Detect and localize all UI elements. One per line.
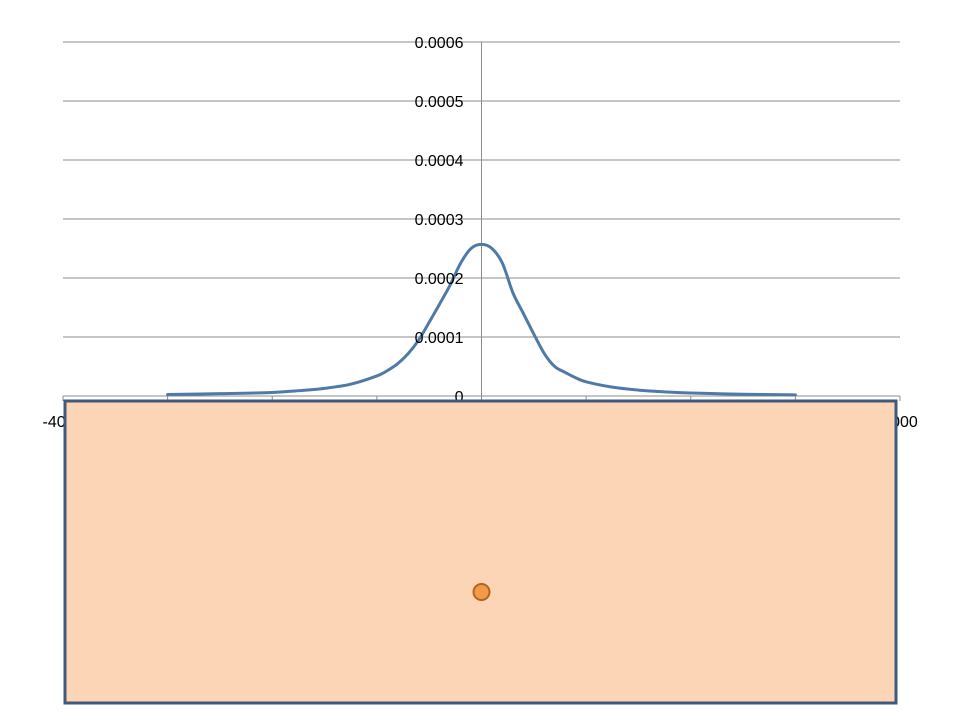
axes [62,42,901,401]
overlay-box [63,399,898,705]
y-tick-label: 0.0004 [415,153,464,170]
y-tick-label: 0.0002 [415,271,464,288]
overlay [63,399,898,705]
series-line [166,242,797,397]
y-tick-label: 0.0005 [415,94,464,111]
y-tick-label: 0.0001 [415,330,464,347]
tick-labels: 00.00010.00020.00030.00040.00050.0006-40… [43,35,918,431]
y-tick-label: 0 [455,389,464,406]
curve-layer [166,242,797,397]
y-tick-label: 0.0003 [415,212,464,229]
y-tick-label: 0.0006 [415,35,464,52]
marker-dot [472,583,491,601]
